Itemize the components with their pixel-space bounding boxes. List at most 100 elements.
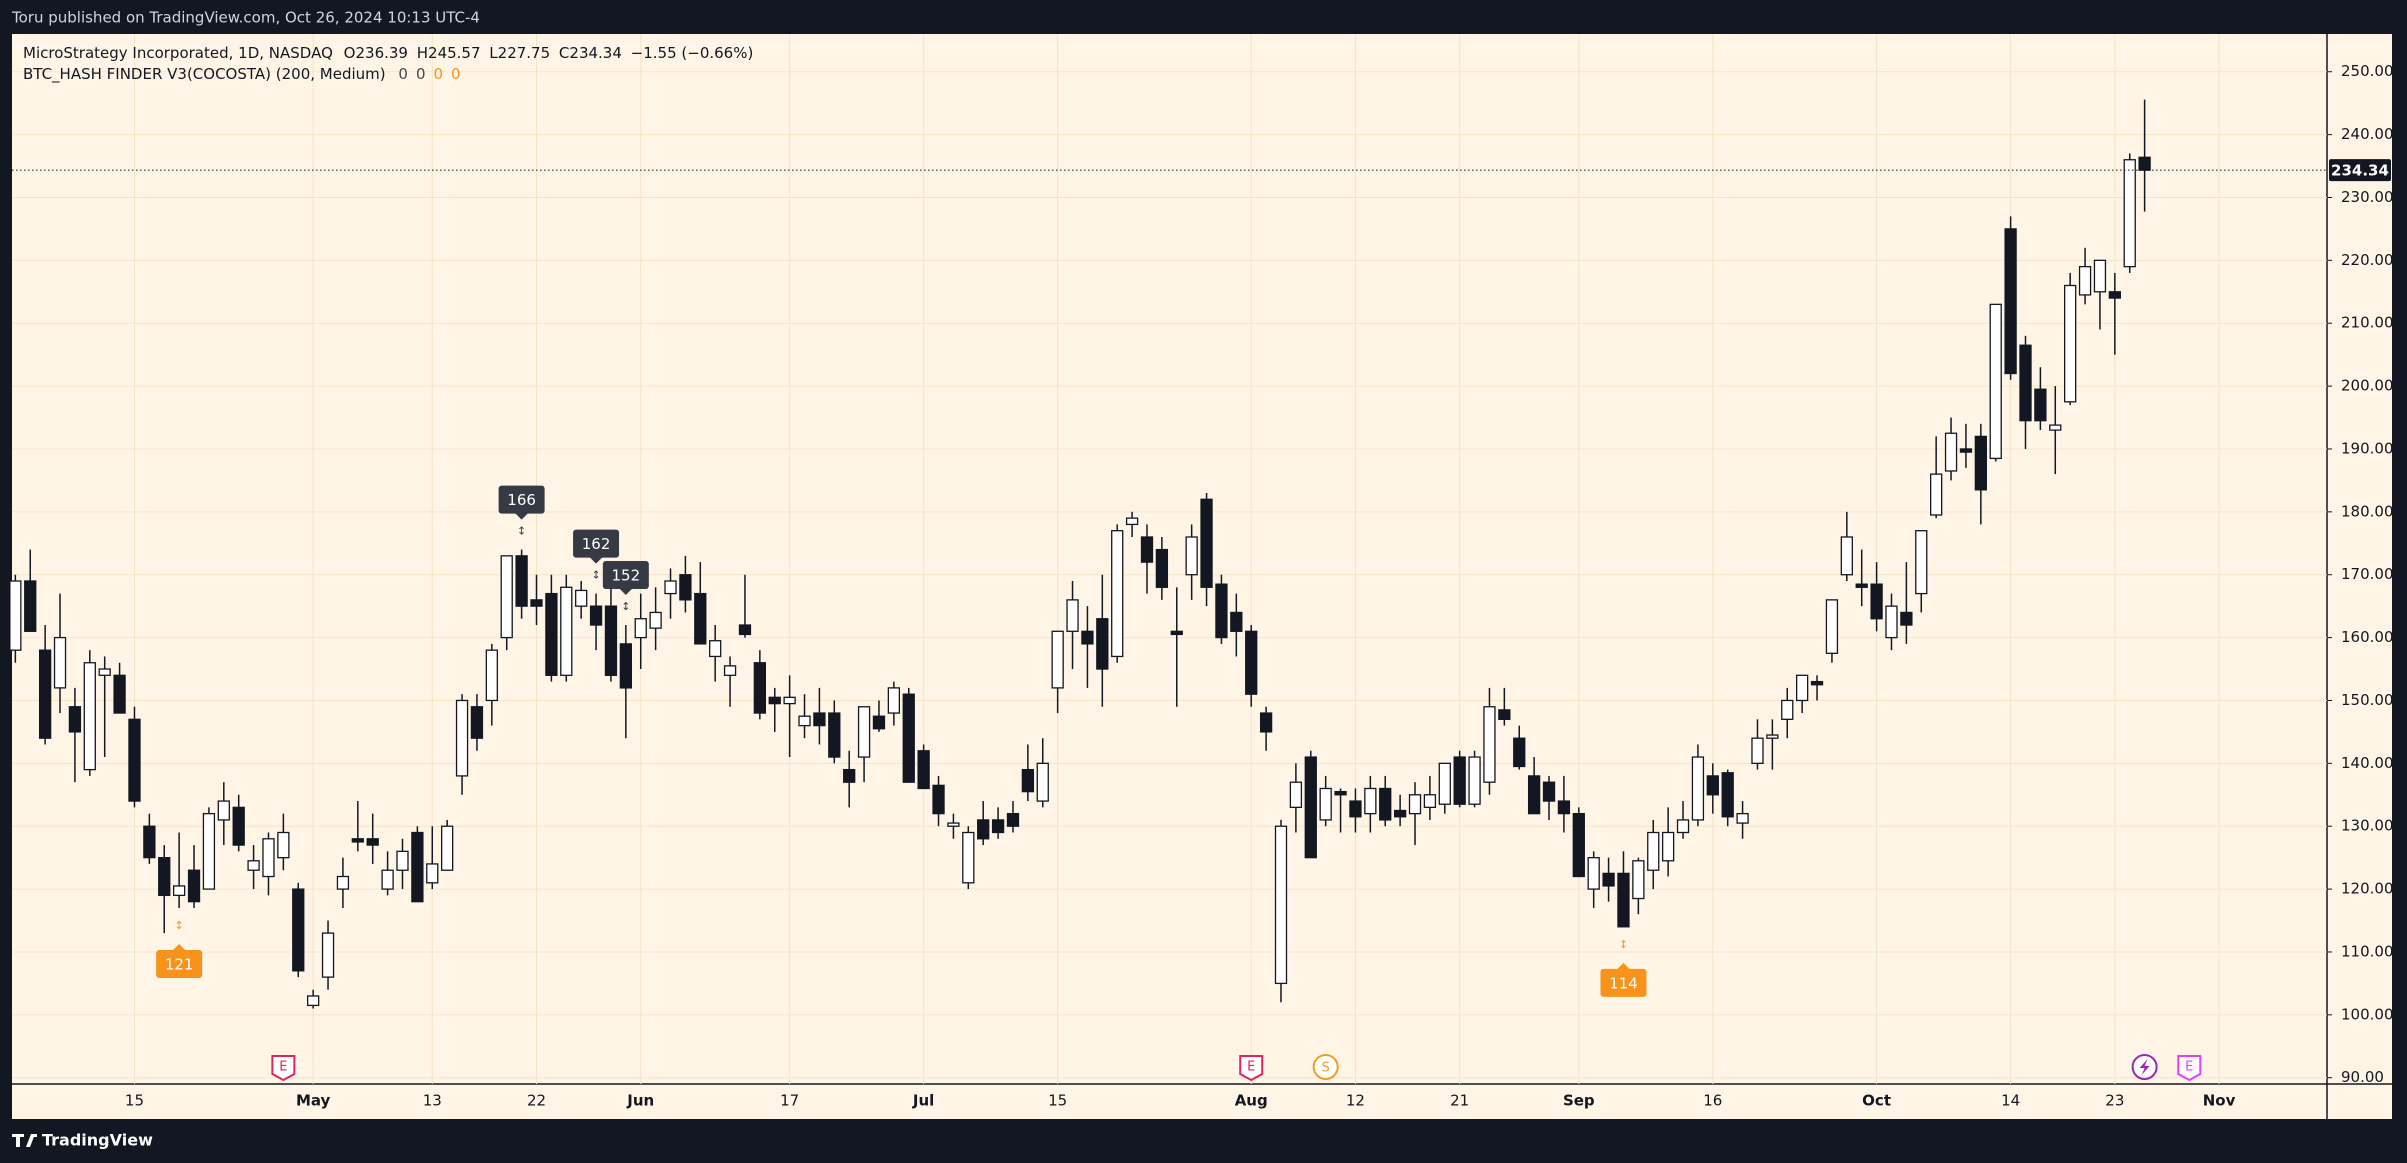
candle-body: [738, 624, 752, 636]
x-tick-label: 21: [1450, 1092, 1469, 1110]
candle-body: [1796, 674, 1809, 702]
candle-body: [1885, 605, 1898, 639]
candle-body: [485, 649, 498, 702]
candle-body: [1557, 800, 1571, 815]
candle-body: [872, 715, 886, 730]
candle-body: [1453, 756, 1466, 805]
legend-open: O236.39: [344, 44, 408, 62]
x-tick-label: 12: [1346, 1092, 1365, 1110]
candle-body: [1408, 794, 1422, 815]
event-marker: [1239, 1055, 1264, 1082]
candle-body: [1438, 762, 1451, 805]
candle-body: [1855, 583, 1868, 588]
candle-body: [1810, 680, 1824, 686]
candle-body: [1155, 548, 1169, 588]
candle-body: [2108, 291, 2121, 299]
y-tick-label: 160.00: [2341, 628, 2394, 646]
candle-body: [68, 706, 82, 733]
candle-body: [1513, 737, 1526, 768]
candle-body: [1944, 432, 1958, 472]
candle-body: [1334, 790, 1347, 796]
x-tick-label: Jul: [912, 1092, 934, 1110]
x-tick-label: Nov: [2203, 1092, 2236, 1110]
candle-body: [694, 592, 707, 645]
candle-body: [1691, 756, 1705, 821]
candle-body: [515, 555, 528, 607]
y-tick-label: 140.00: [2341, 754, 2394, 772]
indicator-value: 0: [451, 65, 461, 83]
candle-body: [38, 649, 52, 739]
candle-body: [664, 580, 677, 595]
candle-body: [1706, 775, 1719, 796]
candle-body: [977, 819, 990, 840]
signal-box: [573, 529, 620, 558]
candle-body: [1021, 768, 1035, 793]
candle-body: [649, 611, 662, 629]
candle-body: [813, 712, 826, 727]
signal-pointer: [172, 943, 187, 951]
candle-body: [1781, 699, 1794, 720]
publisher: Toru published on TradingView.com, Oct 2…: [11, 9, 480, 27]
legend-high: H245.57: [417, 44, 481, 62]
event-label: S: [1322, 1061, 1330, 1076]
candle-body: [426, 863, 439, 884]
candle-body: [604, 605, 618, 676]
candle-body: [545, 592, 558, 676]
indicator-value: 0: [398, 65, 408, 83]
signal-arrow: ↕: [175, 919, 184, 932]
candle-body: [1006, 812, 1020, 827]
signal-box: [498, 485, 545, 514]
candle-body: [753, 662, 766, 714]
candle-body: [1483, 706, 1496, 783]
candle-body: [1900, 611, 1913, 626]
candle-body: [277, 831, 290, 859]
candle-body: [351, 838, 364, 843]
price-axis: [2327, 34, 2392, 1119]
candle-body: [2138, 156, 2151, 171]
signal-pointer: [589, 556, 604, 564]
candle-body: [247, 860, 260, 871]
plot-area: [12, 34, 2327, 1084]
x-tick-label: 23: [2105, 1092, 2124, 1110]
candle-body: [1870, 583, 1883, 620]
candle-body: [1170, 630, 1183, 636]
candle-body: [1423, 794, 1437, 809]
candle-body: [232, 806, 245, 846]
candle-body: [128, 718, 141, 802]
candle-body: [2004, 228, 2017, 375]
x-tick-label: 15: [1048, 1092, 1067, 1110]
candle-body: [2064, 284, 2077, 403]
candle-body: [798, 715, 811, 727]
candle-body: [411, 831, 424, 903]
x-tick-label: 22: [527, 1092, 546, 1110]
candle-body: [530, 599, 543, 607]
candle-body: [1051, 630, 1064, 689]
y-tick-label: 250.00: [2341, 62, 2394, 80]
candle-body: [2093, 259, 2107, 293]
candle-body: [1498, 709, 1511, 720]
indicator-row: BTC_HASH FINDER V3(COCOSTA) (200, Medium…: [23, 65, 461, 84]
signal-pointer: [618, 588, 633, 596]
candle-body: [1721, 772, 1734, 818]
candle-body: [113, 674, 126, 714]
y-tick-label: 100.00: [2341, 1005, 2394, 1023]
signal-box: [1600, 968, 1647, 997]
signal-label: 114: [1609, 974, 1638, 992]
candle-body: [634, 618, 647, 639]
candle-body: [1647, 831, 1660, 871]
candle-body: [172, 885, 186, 897]
indicator-value: 0: [434, 65, 444, 83]
legend-symbol: MicroStrategy Incorporated, 1D, NASDAQ: [23, 44, 333, 62]
brand: TradingView: [42, 1131, 153, 1150]
candle-body: [24, 580, 37, 632]
y-tick-label: 180.00: [2341, 502, 2394, 520]
candle-body: [143, 825, 156, 859]
candle-body: [1140, 536, 1154, 563]
candle-body: [1081, 630, 1094, 645]
y-tick-label: 110.00: [2341, 942, 2394, 960]
signal-label: 162: [582, 535, 611, 553]
candle-body: [1974, 435, 1987, 491]
candle-body: [158, 857, 171, 897]
signal-arrow: ↕: [1619, 938, 1628, 951]
candle-body: [187, 869, 201, 903]
